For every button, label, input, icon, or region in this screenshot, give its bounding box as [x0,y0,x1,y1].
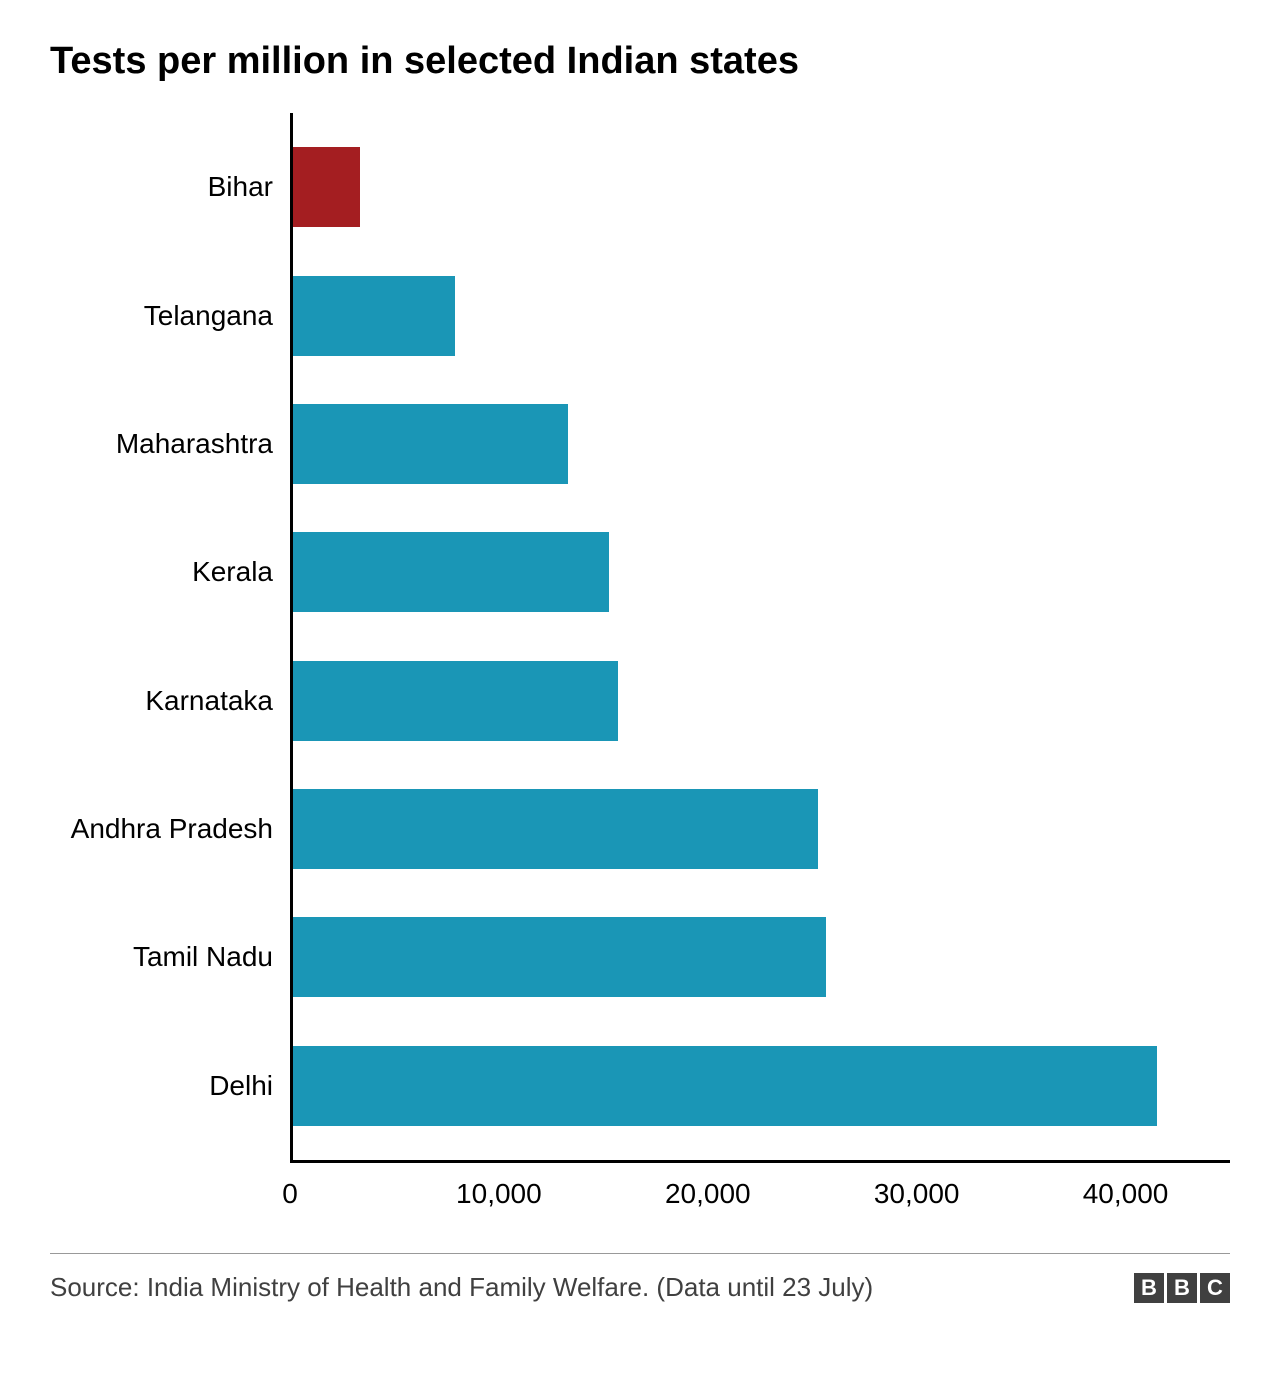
bar-label: Delhi [209,1070,273,1102]
bar-label: Andhra Pradesh [71,813,273,845]
bar-label: Karnataka [145,685,273,717]
bar [293,917,826,997]
bar-label: Telangana [144,300,273,332]
chart-area: Bihar Telangana Maharashtra Kerala Karna… [50,113,1230,1233]
bar-row: Tamil Nadu [293,917,1230,997]
bar [293,532,609,612]
bar-label: Kerala [192,556,273,588]
bbc-logo-block: C [1200,1273,1230,1303]
bar-row: Karnataka [293,661,1230,741]
bar [293,789,818,869]
bar [293,147,360,227]
bbc-logo-block: B [1134,1273,1164,1303]
bar-label: Bihar [208,171,273,203]
bar-row: Bihar [293,147,1230,227]
chart-container: Tests per million in selected Indian sta… [50,40,1230,1303]
bar-label: Tamil Nadu [133,941,273,973]
bar [293,276,455,356]
bar [293,661,618,741]
bar-row: Maharashtra [293,404,1230,484]
chart-footer: Source: India Ministry of Health and Fam… [50,1253,1230,1303]
source-text: Source: India Ministry of Health and Fam… [50,1272,873,1303]
bars-group: Bihar Telangana Maharashtra Kerala Karna… [293,113,1230,1160]
x-tick: 10,000 [456,1178,542,1210]
x-axis: 0 10,000 20,000 30,000 40,000 [290,1163,1230,1233]
bar-row: Telangana [293,276,1230,356]
bbc-logo: B B C [1134,1273,1230,1303]
bar-row: Delhi [293,1046,1230,1126]
bar-row: Andhra Pradesh [293,789,1230,869]
bbc-logo-block: B [1167,1273,1197,1303]
x-tick: 30,000 [874,1178,960,1210]
x-tick: 0 [282,1178,298,1210]
bar-row: Kerala [293,532,1230,612]
plot-area: Bihar Telangana Maharashtra Kerala Karna… [290,113,1230,1163]
bar [293,404,568,484]
bar [293,1046,1157,1126]
x-tick: 40,000 [1083,1178,1169,1210]
chart-title: Tests per million in selected Indian sta… [50,40,1230,83]
bar-label: Maharashtra [116,428,273,460]
x-tick: 20,000 [665,1178,751,1210]
